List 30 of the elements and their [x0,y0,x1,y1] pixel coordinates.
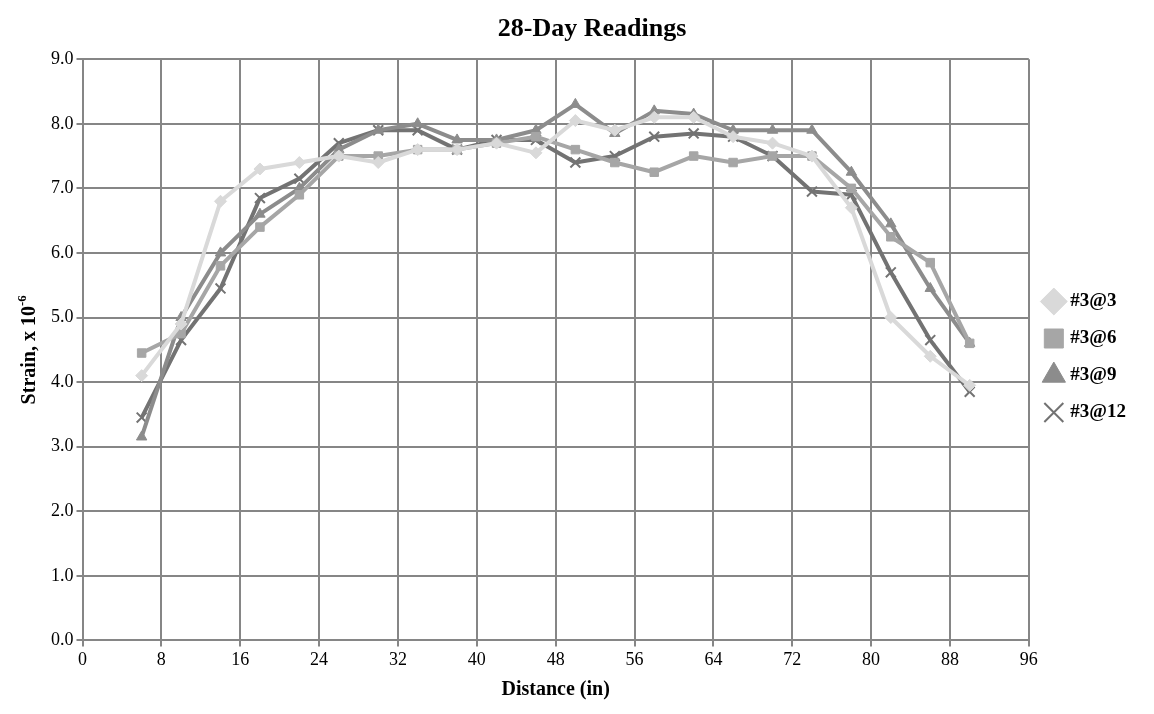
y-tick-label: 1.0 [51,564,74,585]
chart-title: 28-Day Readings [497,13,687,43]
legend-label: #3@9 [1070,363,1117,385]
x-tick-label: 8 [156,648,166,669]
x-tick-label: 72 [783,648,802,669]
legend-label: #3@3 [1070,289,1117,311]
x-tick-label: 56 [625,648,644,669]
y-axis-title: Strain, x 10-6 [14,294,40,405]
y-tick-label: 6.0 [51,241,74,262]
x-tick-label: 80 [862,648,881,669]
x-tick-label: 40 [467,648,486,669]
x-tick-label: 16 [231,648,250,669]
x-tick-label: 88 [940,648,959,669]
y-tick-label: 2.0 [51,499,74,520]
x-axis-title: Distance (in) [501,677,610,701]
x-tick-label: 48 [546,648,565,669]
y-tick-label: 5.0 [51,306,74,327]
y-tick-label: 4.0 [51,370,74,391]
y-tick-label: 9.0 [51,47,74,68]
legend-label: #3@12 [1070,400,1127,422]
x-tick-label: 64 [704,648,723,669]
x-tick-label: 32 [388,648,407,669]
x-tick-label: 96 [1019,648,1038,669]
y-tick-label: 7.0 [51,177,74,198]
y-tick-label: 0.0 [51,629,74,650]
y-tick-label: 8.0 [51,112,74,133]
x-tick-label: 24 [310,648,329,669]
legend-label: #3@6 [1070,326,1117,348]
x-tick-label: 0 [78,648,87,669]
y-tick-label: 3.0 [51,435,74,456]
